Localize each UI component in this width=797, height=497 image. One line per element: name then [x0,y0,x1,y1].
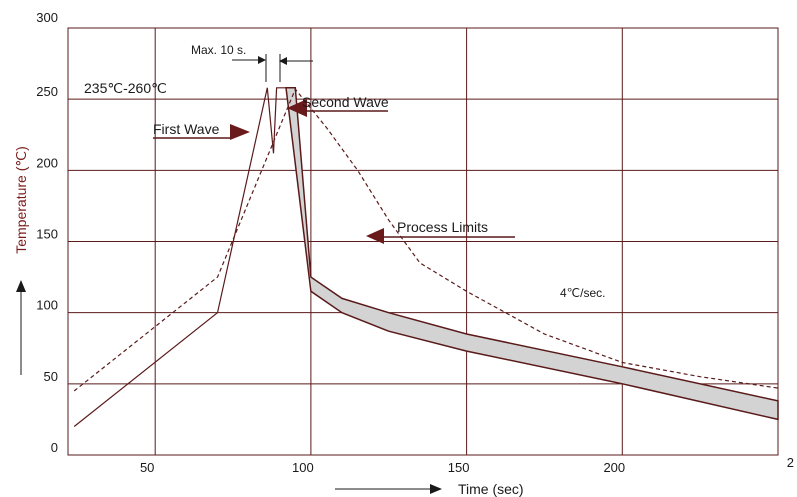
y-tick-label-50: 50 [44,369,58,384]
second-wave-label: Second Wave [302,94,389,110]
x-tick-label-150: 150 [448,460,470,475]
process-limits-arrowhead [366,228,384,244]
y-tick-label-250: 250 [36,84,58,99]
x-axis-title: Time (sec) [458,481,524,497]
process-limits-label: Process Limits [397,219,488,235]
first-wave-annotation: First Wave [153,121,250,140]
x-tick-label-100: 100 [292,460,314,475]
max-10s-left-arrowhead [258,56,266,64]
y-tick-label-0: 0 [51,440,58,455]
process-limit-line [73,88,779,392]
process-limits-annotation: Process Limits [366,219,515,244]
first-wave-label: First Wave [153,121,220,137]
x-tick-label-200: 200 [603,460,625,475]
x-axis-arrow-head [430,484,442,494]
x-tick-label-50: 50 [140,460,154,475]
second-wave-annotation: Second Wave [287,94,389,117]
y-tick-label-100: 100 [36,298,58,313]
y-tick-label-300: 300 [36,10,58,25]
second-wave-cooling-band [285,87,779,421]
second-wave-arrowhead [287,99,307,117]
max-10s-label: Max. 10 s. [191,43,246,57]
y-axis-title: Temperature (℃) [13,146,29,254]
tick-labels: 0 50 100 150 200 250 300 50 100 150 200 2 [36,10,794,475]
x-tick-label-250: 2 [787,455,794,470]
max-10s-annotation: Max. 10 s. [191,43,313,82]
y-tick-label-200: 200 [36,155,58,170]
temperature-range-label: 235℃-260℃ [84,80,167,96]
y-axis-arrow-head [16,280,26,292]
y-tick-label-150: 150 [36,227,58,242]
series-lines [73,87,779,427]
profile-line [73,87,296,427]
max-10s-right-arrowhead [279,57,287,65]
cooling-rate-label: 4℃/sec. [560,286,606,300]
second-wave-band [285,87,779,421]
first-wave-arrowhead [230,124,250,140]
